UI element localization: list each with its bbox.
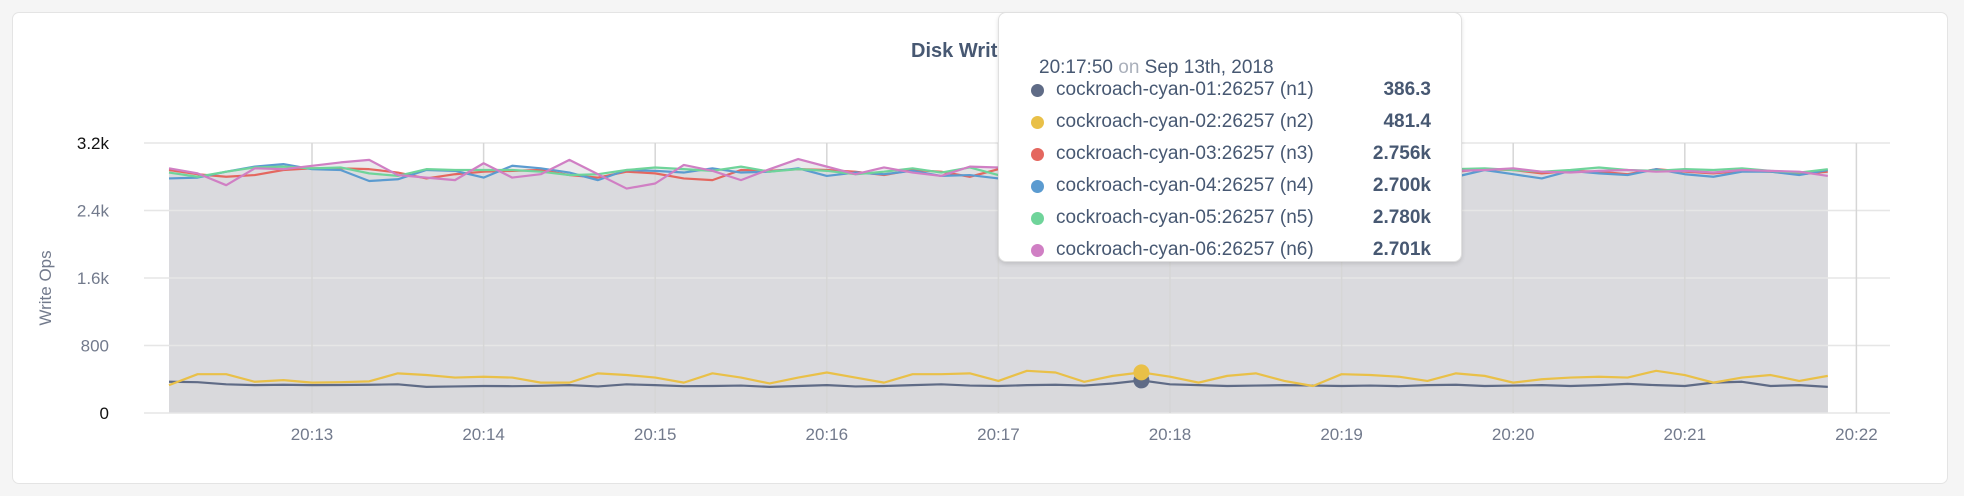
tooltip-series-name: cockroach-cyan-03:26257 (n3)	[1056, 143, 1314, 164]
tooltip-series-value: 2.701k	[1372, 239, 1431, 260]
tooltip-on: on	[1118, 57, 1140, 78]
x-tick-label: 20:20	[1492, 425, 1535, 444]
tooltip-row: cockroach-cyan-06:26257 (n6) 2.701k	[1031, 235, 1431, 265]
tooltip-series-name: cockroach-cyan-04:26257 (n4)	[1056, 175, 1314, 196]
x-tick-label: 20:16	[806, 425, 849, 444]
tooltip-series-name: cockroach-cyan-05:26257 (n5)	[1056, 207, 1314, 228]
tooltip-series-value: 2.756k	[1372, 143, 1431, 164]
series-dot-icon	[1031, 211, 1044, 225]
series-dot-icon	[1031, 115, 1044, 129]
series-line	[168, 379, 1828, 388]
x-tick-label: 20:14	[462, 425, 505, 444]
y-tick-label: 2.4k	[77, 202, 110, 221]
tooltip-series-name: cockroach-cyan-06:26257 (n6)	[1056, 239, 1314, 260]
tooltip-time: 20:17:50	[1039, 57, 1113, 78]
x-tick-label: 20:15	[634, 425, 677, 444]
series-line	[168, 369, 1828, 388]
y-tick-label: 1.6k	[77, 269, 110, 288]
tooltip-row: cockroach-cyan-01:26257 (n1) 386.3	[1031, 75, 1431, 105]
y-axis-label: Write Ops	[36, 250, 55, 325]
x-tick-label: 20:22	[1835, 425, 1878, 444]
tooltip-row: cockroach-cyan-05:26257 (n5) 2.780k	[1031, 203, 1431, 233]
tooltip: 20:17:50 on Sep 13th, 2018 cockroach-cya…	[998, 12, 1462, 262]
series-dot-icon	[1031, 147, 1044, 161]
tooltip-series-value: 386.3	[1383, 79, 1431, 100]
hover-point	[1133, 364, 1150, 381]
series-dot-icon	[1031, 83, 1044, 97]
tooltip-row: cockroach-cyan-02:26257 (n2) 481.4	[1031, 107, 1431, 137]
x-tick-label: 20:17	[977, 425, 1020, 444]
tooltip-series-value: 2.700k	[1372, 175, 1431, 196]
tooltip-series-name: cockroach-cyan-01:26257 (n1)	[1056, 79, 1314, 100]
tooltip-row: cockroach-cyan-03:26257 (n3) 2.756k	[1031, 139, 1431, 169]
tooltip-series-name: cockroach-cyan-02:26257 (n2)	[1056, 111, 1314, 132]
x-tick-label: 20:19	[1320, 425, 1363, 444]
tooltip-series-value: 481.4	[1383, 111, 1431, 132]
tooltip-series-value: 2.780k	[1372, 207, 1431, 228]
x-tick-label: 20:13	[291, 425, 334, 444]
y-tick-label: 3.2k	[77, 134, 110, 153]
series-dot-icon	[1031, 243, 1044, 257]
tooltip-header: 20:17:50 on Sep 13th, 2018	[1039, 57, 1274, 79]
y-tick-label: 800	[81, 337, 109, 356]
tooltip-row: cockroach-cyan-04:26257 (n4) 2.700k	[1031, 171, 1431, 201]
y-tick-label: 0	[100, 404, 109, 423]
series-dot-icon	[1031, 179, 1044, 193]
x-tick-label: 20:18	[1149, 425, 1192, 444]
tooltip-date: Sep 13th, 2018	[1144, 57, 1274, 78]
x-tick-label: 20:21	[1664, 425, 1707, 444]
